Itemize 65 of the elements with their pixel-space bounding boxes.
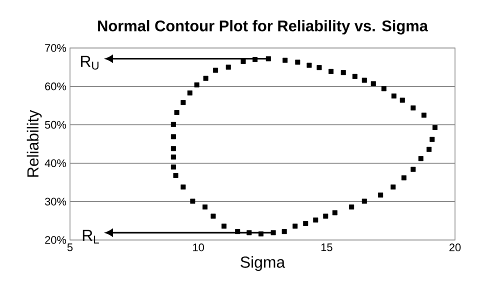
point — [432, 124, 438, 130]
x-tick-label: 20 — [449, 244, 461, 252]
ref-line-label: R$_{U}$ — [81, 56, 98, 70]
point — [270, 230, 276, 236]
point — [340, 70, 346, 76]
point — [292, 224, 298, 229]
point — [222, 224, 227, 229]
point — [426, 146, 432, 152]
point — [410, 166, 416, 172]
point — [170, 134, 176, 140]
point — [170, 164, 176, 170]
point — [401, 175, 406, 180]
x-tick-label: 5 — [67, 244, 73, 252]
point — [390, 184, 396, 190]
point — [187, 90, 192, 96]
point — [313, 218, 318, 223]
point — [170, 146, 176, 152]
point — [180, 100, 186, 106]
y-tick-label: 70% — [45, 44, 66, 52]
point — [349, 204, 354, 210]
point — [226, 64, 231, 70]
point — [174, 110, 180, 116]
point — [370, 81, 376, 86]
y-tick-label: 40% — [44, 159, 66, 168]
point — [173, 172, 178, 178]
point — [421, 112, 426, 118]
point — [316, 65, 322, 70]
point — [295, 60, 300, 65]
point — [266, 56, 271, 62]
point — [213, 68, 218, 73]
y-tick-label: 30% — [44, 198, 66, 206]
y-tick-label: 60% — [45, 82, 66, 90]
point — [418, 156, 424, 162]
point — [391, 94, 396, 98]
point — [362, 78, 367, 83]
point — [282, 229, 287, 234]
point — [430, 136, 435, 142]
point — [328, 68, 334, 74]
point — [190, 198, 196, 204]
point — [170, 122, 176, 127]
point — [303, 220, 308, 226]
point — [332, 210, 338, 216]
y-tick-label: 20% — [45, 236, 66, 244]
point — [202, 204, 208, 210]
x-tick-label: 15 — [321, 244, 332, 252]
point — [381, 86, 386, 92]
ref-line-label: R$_{L}$ — [82, 230, 99, 244]
point — [362, 198, 367, 204]
point — [410, 105, 416, 110]
point — [282, 58, 288, 63]
point — [378, 192, 384, 198]
point — [352, 74, 358, 79]
x-tick-label: 10 — [193, 244, 204, 252]
point — [170, 154, 176, 160]
chart-title: Normal Contour Plot for Reliability vs. Sigma — [98, 20, 428, 34]
point — [400, 98, 405, 103]
point — [203, 76, 208, 81]
point — [194, 82, 200, 88]
point — [180, 184, 186, 190]
point — [323, 214, 328, 219]
x-axis-title: Sigma — [240, 256, 286, 271]
y-axis-title: Reliability — [26, 110, 42, 177]
y-tick-label: 50% — [44, 120, 66, 129]
point — [210, 214, 216, 219]
point — [306, 62, 312, 68]
